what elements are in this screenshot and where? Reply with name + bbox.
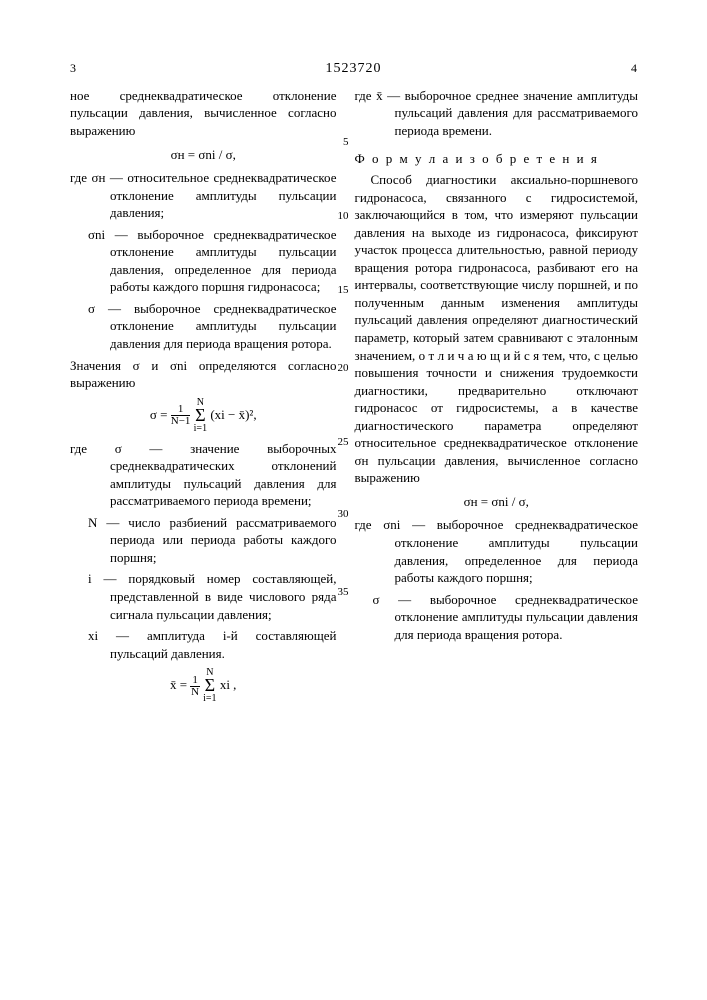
line-mark-30: 30	[337, 507, 348, 522]
line-mark-10: 10	[337, 209, 348, 224]
formula-sigma-n-right: σн = σni / σ,	[354, 493, 638, 511]
line-mark-25: 25	[337, 435, 348, 450]
page-num-left: 3	[70, 60, 76, 79]
page-num-right: 4	[631, 60, 637, 79]
def-sigma-right: σ — выборочное среднеквадратическое откл…	[354, 591, 638, 644]
left-column: ное среднеквадратическое отклонение пуль…	[70, 87, 336, 710]
claims-heading: Ф о р м у л а и з о б р е т е н и я	[354, 150, 638, 168]
def-sigma: σ — выборочное среднеквадратическое откл…	[70, 300, 336, 353]
line-mark-15: 15	[337, 283, 348, 298]
two-column-layout: ное среднеквадратическое отклонение пуль…	[70, 87, 637, 710]
def-sigma-value: где σ — значение выборочных среднеквадра…	[70, 440, 336, 510]
right-column: где x̄ — выборочное среднее значение амп…	[354, 87, 638, 710]
line-mark-5: 5	[343, 135, 349, 150]
def-i: i — порядковый номер составляющей, предс…	[70, 570, 336, 623]
intro-paragraph: ное среднеквадратическое отклонение пуль…	[70, 87, 336, 140]
line-mark-20: 20	[337, 361, 348, 376]
def-xbar: где x̄ — выборочное среднее значение амп…	[354, 87, 638, 140]
formula-sigma-n: σн = σni / σ,	[70, 146, 336, 164]
line-mark-35: 35	[337, 585, 348, 600]
def-sigma-n: где σн — относительное среднеквадратичес…	[70, 169, 336, 222]
def-n: N — число разбиений рассматриваемого пер…	[70, 514, 336, 567]
def-xi: xi — амплитуда i-й составляющей пульсаци…	[70, 627, 336, 662]
def-sigma-ni: σni — выборочное среднеквадратическое от…	[70, 226, 336, 296]
patent-number: 1523720	[326, 60, 382, 79]
formula-xbar: x̄ = 1 N N Σ i=1 xi ,	[70, 668, 336, 704]
formula-sigma: σ = 1 N−1 N Σ i=1 (xi − x̄)²,	[70, 398, 336, 434]
values-text: Значения σ и σni определяются согласно в…	[70, 357, 336, 392]
def-sigma-ni-right: где σni — выборочное среднеквадратическо…	[354, 516, 638, 586]
header-row: 3 1523720 4	[70, 60, 637, 79]
claim-body: Способ диагностики аксиально-поршневого …	[354, 171, 638, 487]
